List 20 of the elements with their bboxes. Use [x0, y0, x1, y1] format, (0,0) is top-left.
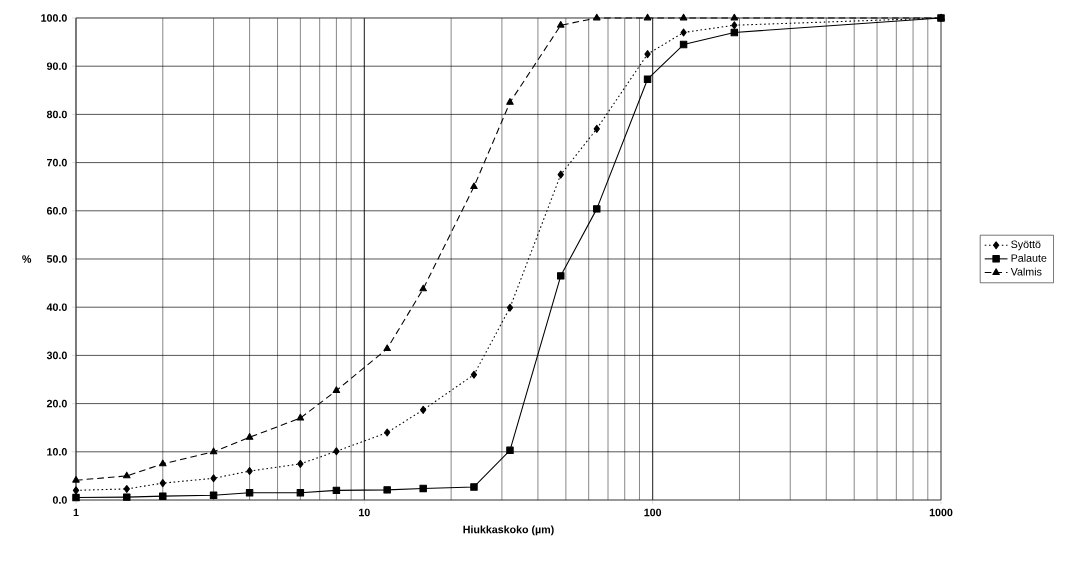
legend-label: Syöttö	[1011, 240, 1041, 251]
y-tick-label: 90.0	[46, 62, 67, 70]
legend-label: Palaute	[1011, 253, 1047, 262]
y-tick-label: 70.0	[47, 158, 67, 167]
y-tick-label: 40.0	[46, 303, 67, 311]
y-tick-label: 0.0	[52, 496, 67, 504]
x-tick-label: 1000	[929, 508, 953, 517]
y-axis-title: %	[22, 255, 32, 263]
y-tick-label: 60.0	[46, 207, 67, 215]
x-tick-label: 10	[359, 508, 370, 517]
y-tick-label: 80.0	[46, 110, 67, 119]
y-tick-label: 50.0	[46, 255, 67, 263]
y-tick-label: 10.0	[47, 448, 67, 456]
legend-label: Valmis	[1010, 267, 1042, 276]
y-tick-label: 20.0	[46, 399, 67, 408]
y-tick-label: 100.0	[41, 14, 67, 22]
x-axis-title: Hiukkaskoko (µm)	[463, 525, 554, 536]
x-tick-label: 100	[644, 508, 662, 517]
y-tick-label: 30.0	[46, 351, 67, 360]
x-tick-label: 1	[73, 508, 79, 517]
